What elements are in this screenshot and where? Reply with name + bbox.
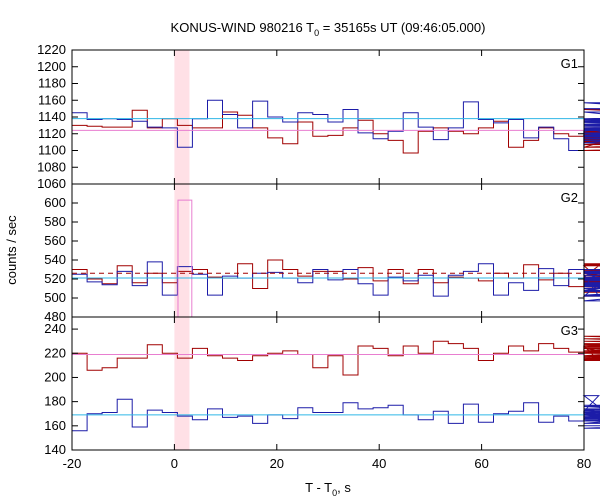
y-tick-label: 180 (44, 394, 66, 409)
y-tick-label: 200 (44, 369, 66, 384)
y-tick-label: 140 (44, 442, 66, 457)
y-tick-label: 160 (44, 418, 66, 433)
highlight-band (174, 50, 190, 450)
y-tick-label: 540 (44, 252, 66, 267)
panel-label: G1 (561, 56, 578, 71)
y-tick-label: 220 (44, 345, 66, 360)
x-tick-label: 80 (577, 456, 591, 471)
y-tick-label: 600 (44, 195, 66, 210)
series-blue-g3 (72, 395, 600, 432)
y-tick-label: 1120 (38, 126, 66, 141)
series-red-g1 (72, 109, 600, 154)
y-tick-label: 1160 (38, 92, 66, 107)
x-axis-label: T - T0, s (305, 480, 351, 498)
y-tick-label: 1220 (37, 42, 66, 57)
chart-title-main: KONUS-WIND 980216 T (171, 20, 315, 35)
y-tick-label: 1140 (38, 109, 66, 124)
x-tick-label: 60 (474, 456, 488, 471)
y-tick-label: 560 (44, 233, 66, 248)
panel-frame (71, 183, 585, 318)
panel-label: G2 (561, 190, 578, 205)
panel-frame (71, 316, 585, 451)
chart-title-rest: = 35165s UT (09:46:05.000) (319, 20, 485, 35)
x-axis-label-rest: , s (337, 480, 351, 495)
y-tick-label: 1080 (37, 159, 66, 174)
panel-label: G3 (561, 323, 578, 338)
panels-group: 106010801100112011401160118012001220G148… (37, 42, 600, 471)
chart-title: KONUS-WIND 980216 T0 = 35165s UT (09:46:… (171, 20, 486, 38)
panel-g3: 140 160 180 200 220 240 G3 (44, 316, 600, 457)
series-blue-g1 (72, 99, 600, 151)
y-axis-label: counts / sec (4, 215, 19, 285)
y-tick-label: 1060 (37, 176, 66, 191)
panel-g2: 480 500 520 540 560 580 600 G2 (44, 183, 600, 324)
spike-g2 (177, 199, 193, 317)
series-blue-g2 (72, 261, 600, 302)
y-tick-label: 480 (44, 309, 66, 324)
x-tick-label: 20 (270, 456, 284, 471)
series-red-g2 (72, 259, 600, 297)
y-tick-label: 500 (44, 290, 66, 305)
series-red-g3 (72, 335, 600, 376)
y-tick-label: 580 (44, 214, 66, 229)
y-tick-label: 1100 (38, 143, 66, 158)
chart-title-sub: 0 (314, 28, 319, 38)
y-tick-label: 520 (44, 271, 66, 286)
y-tick-label: 1200 (37, 59, 66, 74)
y-tick-label: 1180 (38, 76, 66, 91)
x-tick-label: 40 (372, 456, 386, 471)
x-tick-label: 0 (171, 456, 178, 471)
x-tick-label: -20 (63, 456, 82, 471)
x-axis-label-main: T - T (305, 480, 332, 495)
x-axis-label-sub: 0 (332, 488, 337, 498)
y-tick-label: 240 (44, 321, 66, 336)
